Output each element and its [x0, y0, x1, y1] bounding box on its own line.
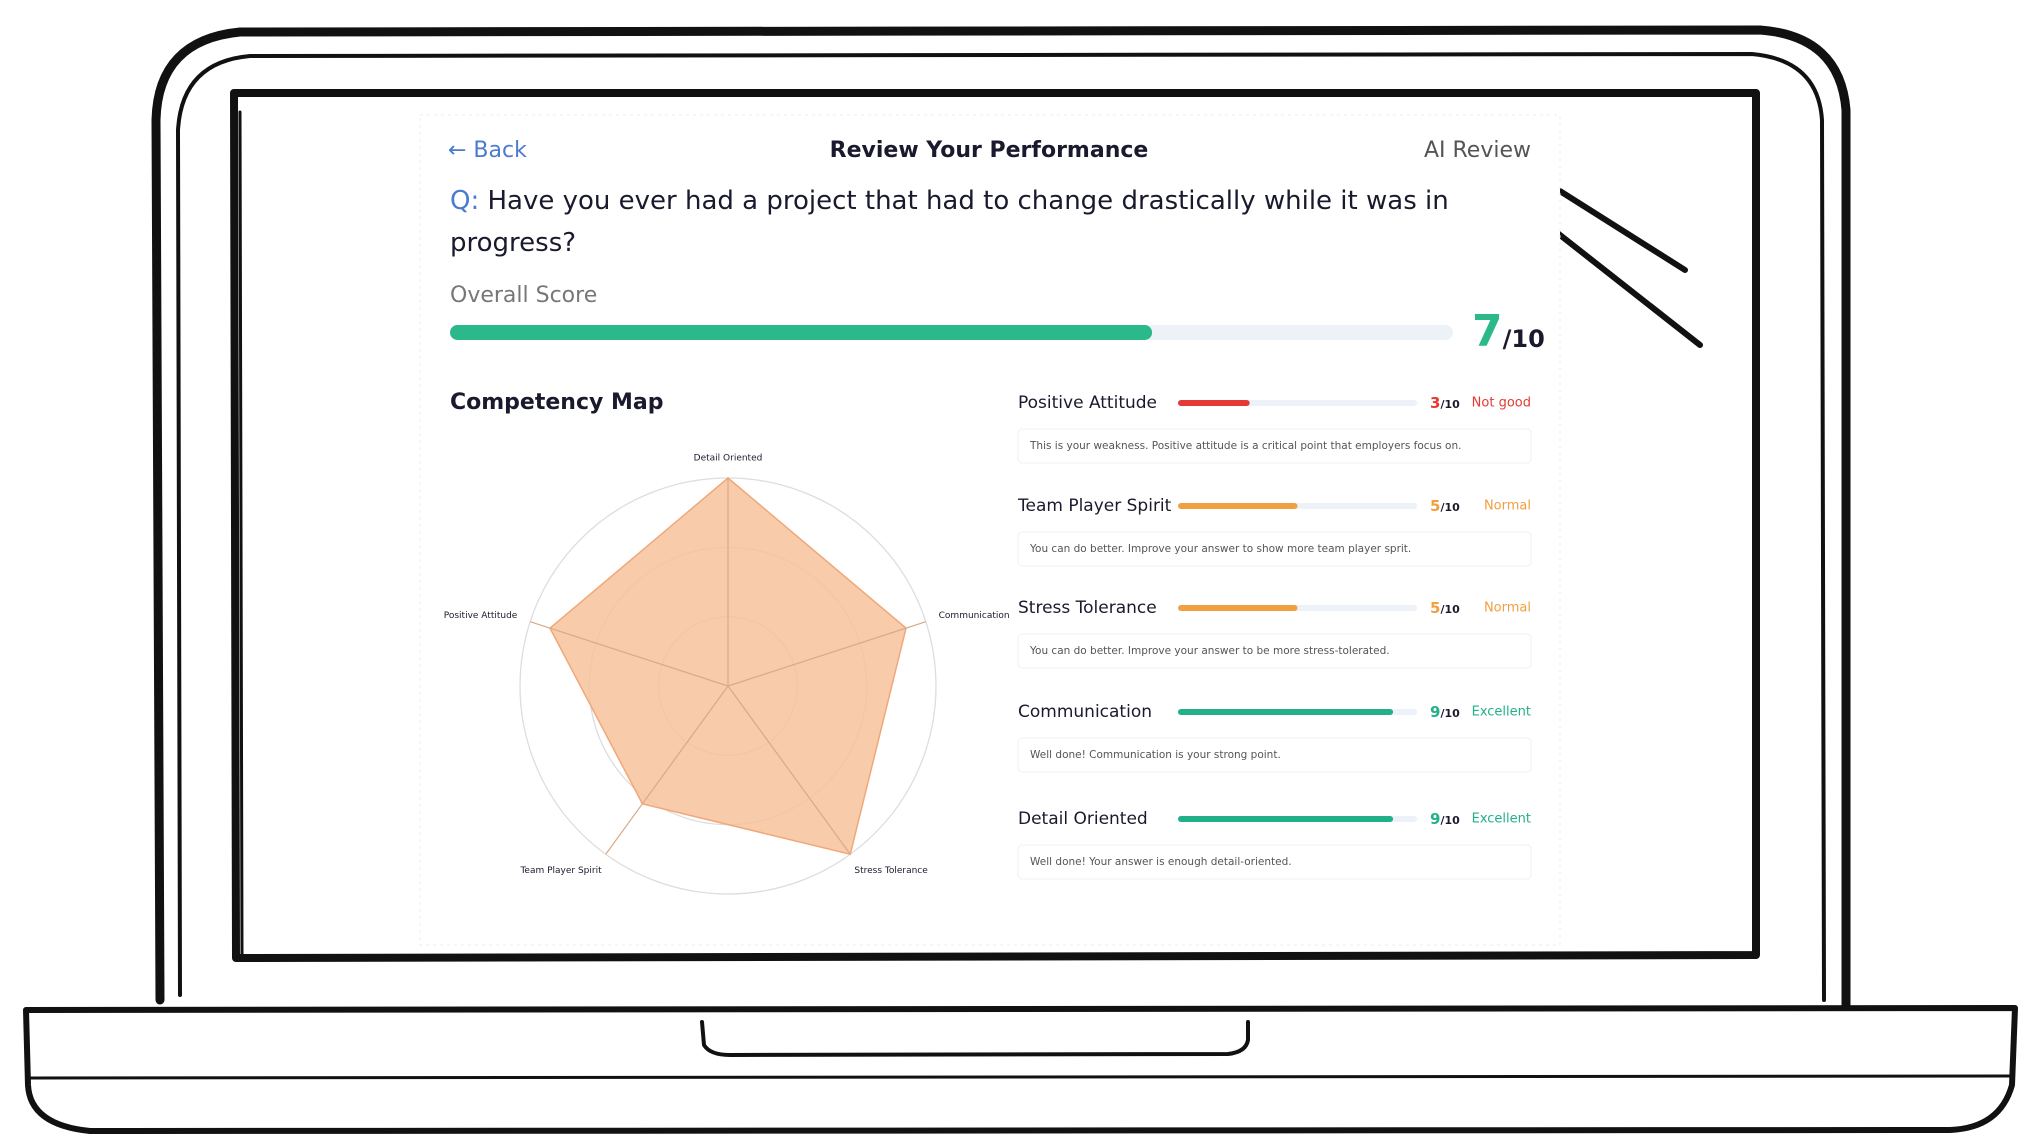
radar-label: Communication — [939, 611, 1010, 621]
radar-axis — [727, 621, 927, 687]
competency-score: 3/10 — [1430, 394, 1460, 412]
overall-score-scale: /10 — [1503, 325, 1545, 353]
competency-name: Team Player Spirit — [1017, 496, 1172, 516]
page-title: Review Your Performance — [830, 138, 1149, 163]
competency-name: Detail Oriented — [1018, 809, 1148, 829]
question-prefix: Q: — [450, 186, 480, 216]
competency-score-scale: /10 — [1440, 707, 1460, 720]
competency-note: You can do better. Improve your answer t… — [1029, 543, 1411, 555]
radar-axis — [605, 685, 729, 855]
note-box — [1017, 844, 1532, 880]
competency-score-value: 3 — [1430, 394, 1440, 412]
competency-score-value: 5 — [1430, 599, 1440, 617]
competency-status: Excellent — [1472, 705, 1531, 720]
radar-label: Team Player Spirit — [519, 866, 602, 876]
question: Q: Have you ever had a project that had … — [450, 180, 1520, 264]
competency-bar — [1178, 400, 1250, 406]
competency-score-value: 9 — [1430, 703, 1440, 721]
competency-score: 9/10 — [1430, 810, 1460, 828]
competency-note: Well done! Your answer is enough detail-… — [1030, 856, 1292, 868]
ai-review-link[interactable]: AI Review — [1424, 138, 1531, 163]
map-title: Competency Map — [450, 390, 663, 415]
competency-score-scale: /10 — [1440, 603, 1460, 616]
competency-name: Stress Tolerance — [1018, 598, 1157, 618]
competency-score-scale: /10 — [1440, 814, 1460, 827]
competency-status: Normal — [1484, 601, 1531, 616]
competency-status: Not good — [1472, 396, 1531, 411]
overall-score-value: 7 — [1472, 306, 1503, 357]
competency-score-scale: /10 — [1440, 398, 1460, 411]
laptop-sketch — [23, 25, 2018, 1134]
competency-bar — [1178, 605, 1298, 611]
radar-axis — [727, 685, 851, 855]
radar-label: Detail Oriented — [694, 454, 763, 464]
competency-score-scale: /10 — [1440, 501, 1460, 514]
note-box — [1017, 737, 1532, 773]
overall-label: Overall Score — [450, 283, 597, 308]
radar-label: Positive Attitude — [444, 611, 518, 621]
overall-score: 7/10 — [1472, 306, 1545, 357]
app-panel — [419, 114, 1561, 946]
competency-score-value: 5 — [1430, 497, 1440, 515]
competency-note: You can do better. Improve your answer t… — [1029, 645, 1390, 657]
radar-axis — [529, 621, 729, 687]
competency-name: Positive Attitude — [1018, 393, 1157, 413]
competency-status: Excellent — [1472, 812, 1531, 827]
competency-note: Well done! Communication is your strong … — [1030, 749, 1281, 761]
competency-bar — [1178, 503, 1298, 509]
question-text: Have you ever had a project that had to … — [450, 186, 1449, 258]
back-link[interactable]: ← Back — [448, 138, 527, 163]
competency-score: 5/10 — [1430, 599, 1460, 617]
competency-score-value: 9 — [1430, 810, 1440, 828]
note-box — [1017, 633, 1532, 669]
competency-note: This is your weakness. Positive attitude… — [1029, 440, 1461, 452]
note-box — [1017, 428, 1532, 464]
competency-name: Communication — [1018, 702, 1152, 722]
radar-label: Stress Tolerance — [854, 866, 928, 876]
note-box — [1017, 531, 1532, 567]
competency-bar — [1178, 816, 1394, 822]
competency-bar — [1178, 709, 1394, 715]
competency-score: 5/10 — [1430, 497, 1460, 515]
competency-score: 9/10 — [1430, 703, 1460, 721]
competency-status: Normal — [1484, 499, 1531, 514]
overall-bar — [450, 325, 1153, 340]
